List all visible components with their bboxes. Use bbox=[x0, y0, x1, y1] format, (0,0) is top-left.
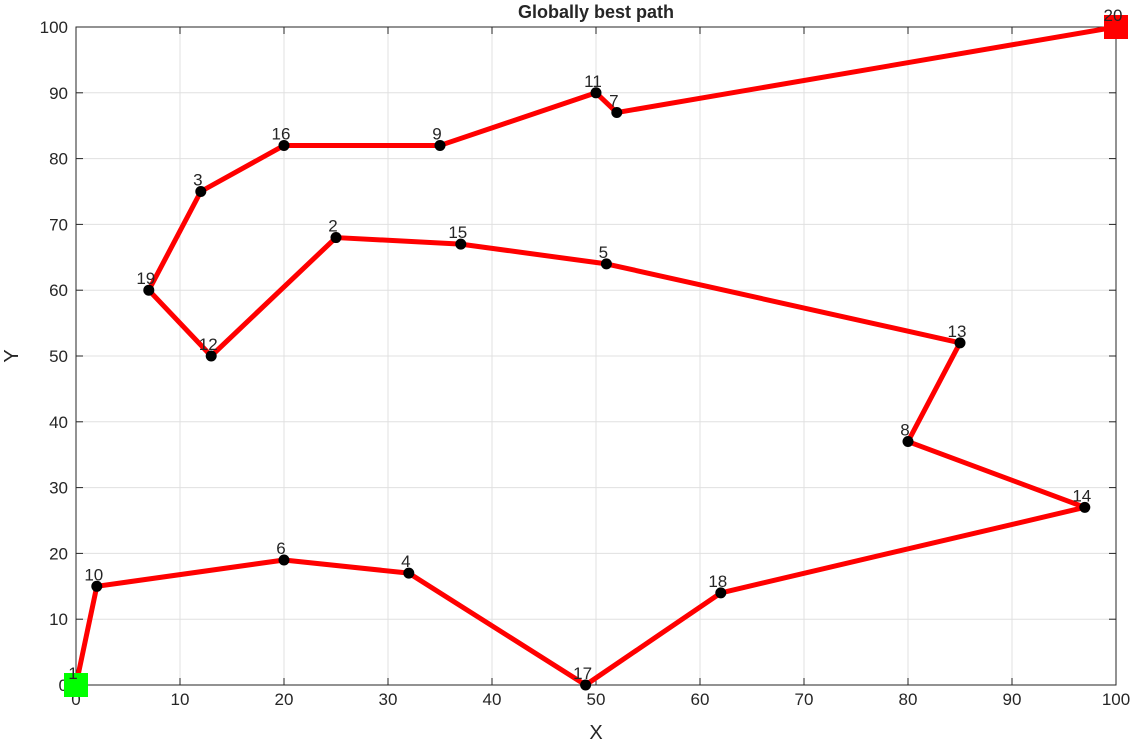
node-marker-8 bbox=[902, 436, 914, 448]
node-label-11: 11 bbox=[584, 72, 602, 91]
y-tick-label: 70 bbox=[49, 215, 68, 234]
node-label-4: 4 bbox=[401, 552, 410, 571]
y-tick-label: 40 bbox=[49, 413, 68, 432]
y-tick-label: 90 bbox=[49, 84, 68, 103]
x-tick-label: 70 bbox=[795, 690, 814, 709]
node-label-9: 9 bbox=[432, 124, 441, 143]
x-tick-label: 0 bbox=[71, 690, 80, 709]
y-tick-label: 100 bbox=[40, 18, 68, 37]
nodes-layer bbox=[64, 15, 1128, 697]
node-marker-19 bbox=[143, 284, 155, 296]
y-tick-label: 30 bbox=[49, 479, 68, 498]
node-label-7: 7 bbox=[609, 92, 618, 111]
y-tick-label: 80 bbox=[49, 150, 68, 169]
node-label-13: 13 bbox=[948, 322, 967, 341]
node-marker-10 bbox=[91, 580, 103, 592]
ticks: 0 10 20 30 40 50 60 70 80 90 100 0 10 20 30 40 50 60 70 80 9… bbox=[40, 18, 1131, 709]
y-axis-label: Y bbox=[1, 349, 23, 362]
node-marker-6 bbox=[278, 554, 290, 566]
x-tick-label: 10 bbox=[171, 690, 190, 709]
node-label-17: 17 bbox=[573, 664, 592, 683]
node-marker-3 bbox=[195, 186, 207, 197]
node-marker-9 bbox=[434, 139, 446, 151]
node-label-3: 3 bbox=[193, 171, 202, 190]
node-marker-17 bbox=[580, 679, 592, 691]
node-label-8: 8 bbox=[900, 421, 909, 440]
y-tick-label: 20 bbox=[49, 544, 68, 563]
x-tick-label: 40 bbox=[483, 690, 502, 709]
node-marker-2 bbox=[330, 232, 342, 244]
node-label-10: 10 bbox=[84, 565, 103, 584]
x-tick-label: 20 bbox=[275, 690, 294, 709]
node-label-18: 18 bbox=[708, 572, 727, 591]
node-label-20: 20 bbox=[1104, 6, 1123, 25]
node-marker-13 bbox=[954, 337, 966, 349]
node-marker-12 bbox=[205, 350, 217, 362]
node-label-14: 14 bbox=[1072, 486, 1091, 505]
node-marker-15 bbox=[455, 238, 467, 250]
x-axis-label: X bbox=[589, 722, 602, 742]
start-node-marker bbox=[64, 673, 88, 697]
node-label-1: 1 bbox=[68, 664, 77, 683]
node-label-6: 6 bbox=[276, 539, 285, 558]
y-tick-label: 60 bbox=[49, 281, 68, 300]
y-tick-label: 0 bbox=[59, 676, 68, 695]
x-tick-label: 90 bbox=[1003, 690, 1022, 709]
node-marker-7 bbox=[611, 107, 623, 119]
node-label-5: 5 bbox=[599, 243, 608, 262]
node-label-2: 2 bbox=[328, 217, 337, 236]
chart-title: Globally best path bbox=[518, 2, 674, 22]
node-marker-16 bbox=[278, 139, 290, 151]
x-tick-label: 80 bbox=[899, 690, 918, 709]
node-marker-5 bbox=[600, 258, 612, 270]
best-path-line bbox=[73, 24, 1119, 688]
x-tick-label: 50 bbox=[587, 690, 606, 709]
node-label-16: 16 bbox=[272, 124, 291, 143]
x-tick-label: 100 bbox=[1102, 690, 1130, 709]
node-marker-4 bbox=[403, 567, 415, 579]
x-tick-label: 60 bbox=[691, 690, 710, 709]
y-tick-label: 50 bbox=[49, 347, 68, 366]
path-layer bbox=[73, 24, 1119, 688]
node-label-15: 15 bbox=[448, 223, 467, 242]
node-label-19: 19 bbox=[136, 269, 155, 288]
node-label-12: 12 bbox=[199, 335, 218, 354]
end-node-marker bbox=[1104, 15, 1128, 39]
node-marker-18 bbox=[715, 587, 727, 599]
node-marker-11 bbox=[590, 87, 602, 99]
node-marker-14 bbox=[1079, 501, 1091, 513]
y-tick-label: 10 bbox=[49, 610, 68, 629]
x-tick-label: 30 bbox=[379, 690, 398, 709]
